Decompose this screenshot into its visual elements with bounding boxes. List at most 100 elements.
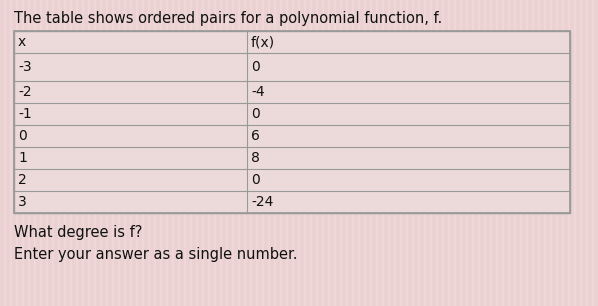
Bar bbox=[576, 0, 579, 306]
Bar bbox=[288, 0, 291, 306]
Bar bbox=[240, 0, 243, 306]
Bar bbox=[378, 0, 381, 306]
Bar bbox=[132, 0, 135, 306]
Bar bbox=[180, 0, 183, 306]
Bar bbox=[108, 0, 111, 306]
Text: -2: -2 bbox=[18, 85, 32, 99]
Bar bbox=[12, 0, 15, 306]
Text: 0: 0 bbox=[251, 107, 260, 121]
Text: 8: 8 bbox=[251, 151, 260, 165]
Bar bbox=[294, 0, 297, 306]
Bar bbox=[474, 0, 477, 306]
Text: 0: 0 bbox=[251, 173, 260, 187]
Bar bbox=[42, 0, 45, 306]
Bar bbox=[252, 0, 255, 306]
Bar bbox=[528, 0, 531, 306]
Bar bbox=[324, 0, 327, 306]
Text: f(x): f(x) bbox=[251, 35, 275, 49]
Bar bbox=[270, 0, 273, 306]
Bar bbox=[582, 0, 585, 306]
Bar bbox=[516, 0, 519, 306]
Bar bbox=[402, 0, 405, 306]
Bar bbox=[540, 0, 543, 306]
Bar bbox=[84, 0, 87, 306]
Bar bbox=[156, 0, 159, 306]
Bar bbox=[390, 0, 393, 306]
Text: 2: 2 bbox=[18, 173, 27, 187]
Bar bbox=[192, 0, 195, 306]
Bar bbox=[504, 0, 507, 306]
Text: Enter your answer as a single number.: Enter your answer as a single number. bbox=[14, 247, 297, 262]
Bar bbox=[264, 0, 267, 306]
Bar bbox=[66, 0, 69, 306]
Bar bbox=[54, 0, 57, 306]
Bar bbox=[120, 0, 123, 306]
Bar bbox=[588, 0, 591, 306]
Bar bbox=[24, 0, 27, 306]
Bar bbox=[426, 0, 429, 306]
Bar bbox=[570, 0, 573, 306]
Bar bbox=[14, 31, 570, 213]
Bar bbox=[30, 0, 33, 306]
Text: The table shows ordered pairs for a polynomial function, f.: The table shows ordered pairs for a poly… bbox=[14, 11, 443, 26]
Bar bbox=[210, 0, 213, 306]
Bar bbox=[366, 0, 369, 306]
Bar bbox=[36, 0, 39, 306]
Bar bbox=[432, 0, 435, 306]
Bar bbox=[414, 0, 417, 306]
Bar bbox=[312, 0, 315, 306]
Bar bbox=[486, 0, 489, 306]
Bar bbox=[420, 0, 423, 306]
Bar bbox=[276, 0, 279, 306]
Bar bbox=[456, 0, 459, 306]
Bar bbox=[126, 0, 129, 306]
Bar bbox=[522, 0, 525, 306]
Bar bbox=[468, 0, 471, 306]
Bar bbox=[114, 0, 117, 306]
Text: 6: 6 bbox=[251, 129, 260, 143]
Bar bbox=[282, 0, 285, 306]
Bar bbox=[90, 0, 93, 306]
Bar bbox=[438, 0, 441, 306]
Bar bbox=[168, 0, 171, 306]
Bar bbox=[546, 0, 549, 306]
Bar bbox=[318, 0, 321, 306]
Bar bbox=[222, 0, 225, 306]
Text: -24: -24 bbox=[251, 195, 273, 209]
Text: 0: 0 bbox=[251, 60, 260, 74]
Bar bbox=[336, 0, 339, 306]
Bar bbox=[48, 0, 51, 306]
Bar bbox=[492, 0, 495, 306]
Text: -1: -1 bbox=[18, 107, 32, 121]
Bar bbox=[186, 0, 189, 306]
Bar bbox=[72, 0, 75, 306]
Bar bbox=[198, 0, 201, 306]
Bar bbox=[228, 0, 231, 306]
Bar bbox=[360, 0, 363, 306]
Bar bbox=[510, 0, 513, 306]
Bar bbox=[60, 0, 63, 306]
Bar bbox=[594, 0, 597, 306]
Text: -3: -3 bbox=[18, 60, 32, 74]
Text: 0: 0 bbox=[18, 129, 27, 143]
Bar bbox=[150, 0, 153, 306]
Bar bbox=[558, 0, 561, 306]
Bar bbox=[480, 0, 483, 306]
Bar bbox=[372, 0, 375, 306]
Bar bbox=[18, 0, 21, 306]
Bar bbox=[534, 0, 537, 306]
Bar bbox=[174, 0, 177, 306]
Bar bbox=[342, 0, 345, 306]
Text: 1: 1 bbox=[18, 151, 27, 165]
Text: -4: -4 bbox=[251, 85, 265, 99]
Bar bbox=[14, 31, 570, 213]
Bar bbox=[138, 0, 141, 306]
Bar bbox=[102, 0, 105, 306]
Bar bbox=[0, 0, 3, 306]
Bar bbox=[498, 0, 501, 306]
Bar bbox=[300, 0, 303, 306]
Bar bbox=[96, 0, 99, 306]
Bar bbox=[450, 0, 453, 306]
Bar bbox=[348, 0, 351, 306]
Bar bbox=[330, 0, 333, 306]
